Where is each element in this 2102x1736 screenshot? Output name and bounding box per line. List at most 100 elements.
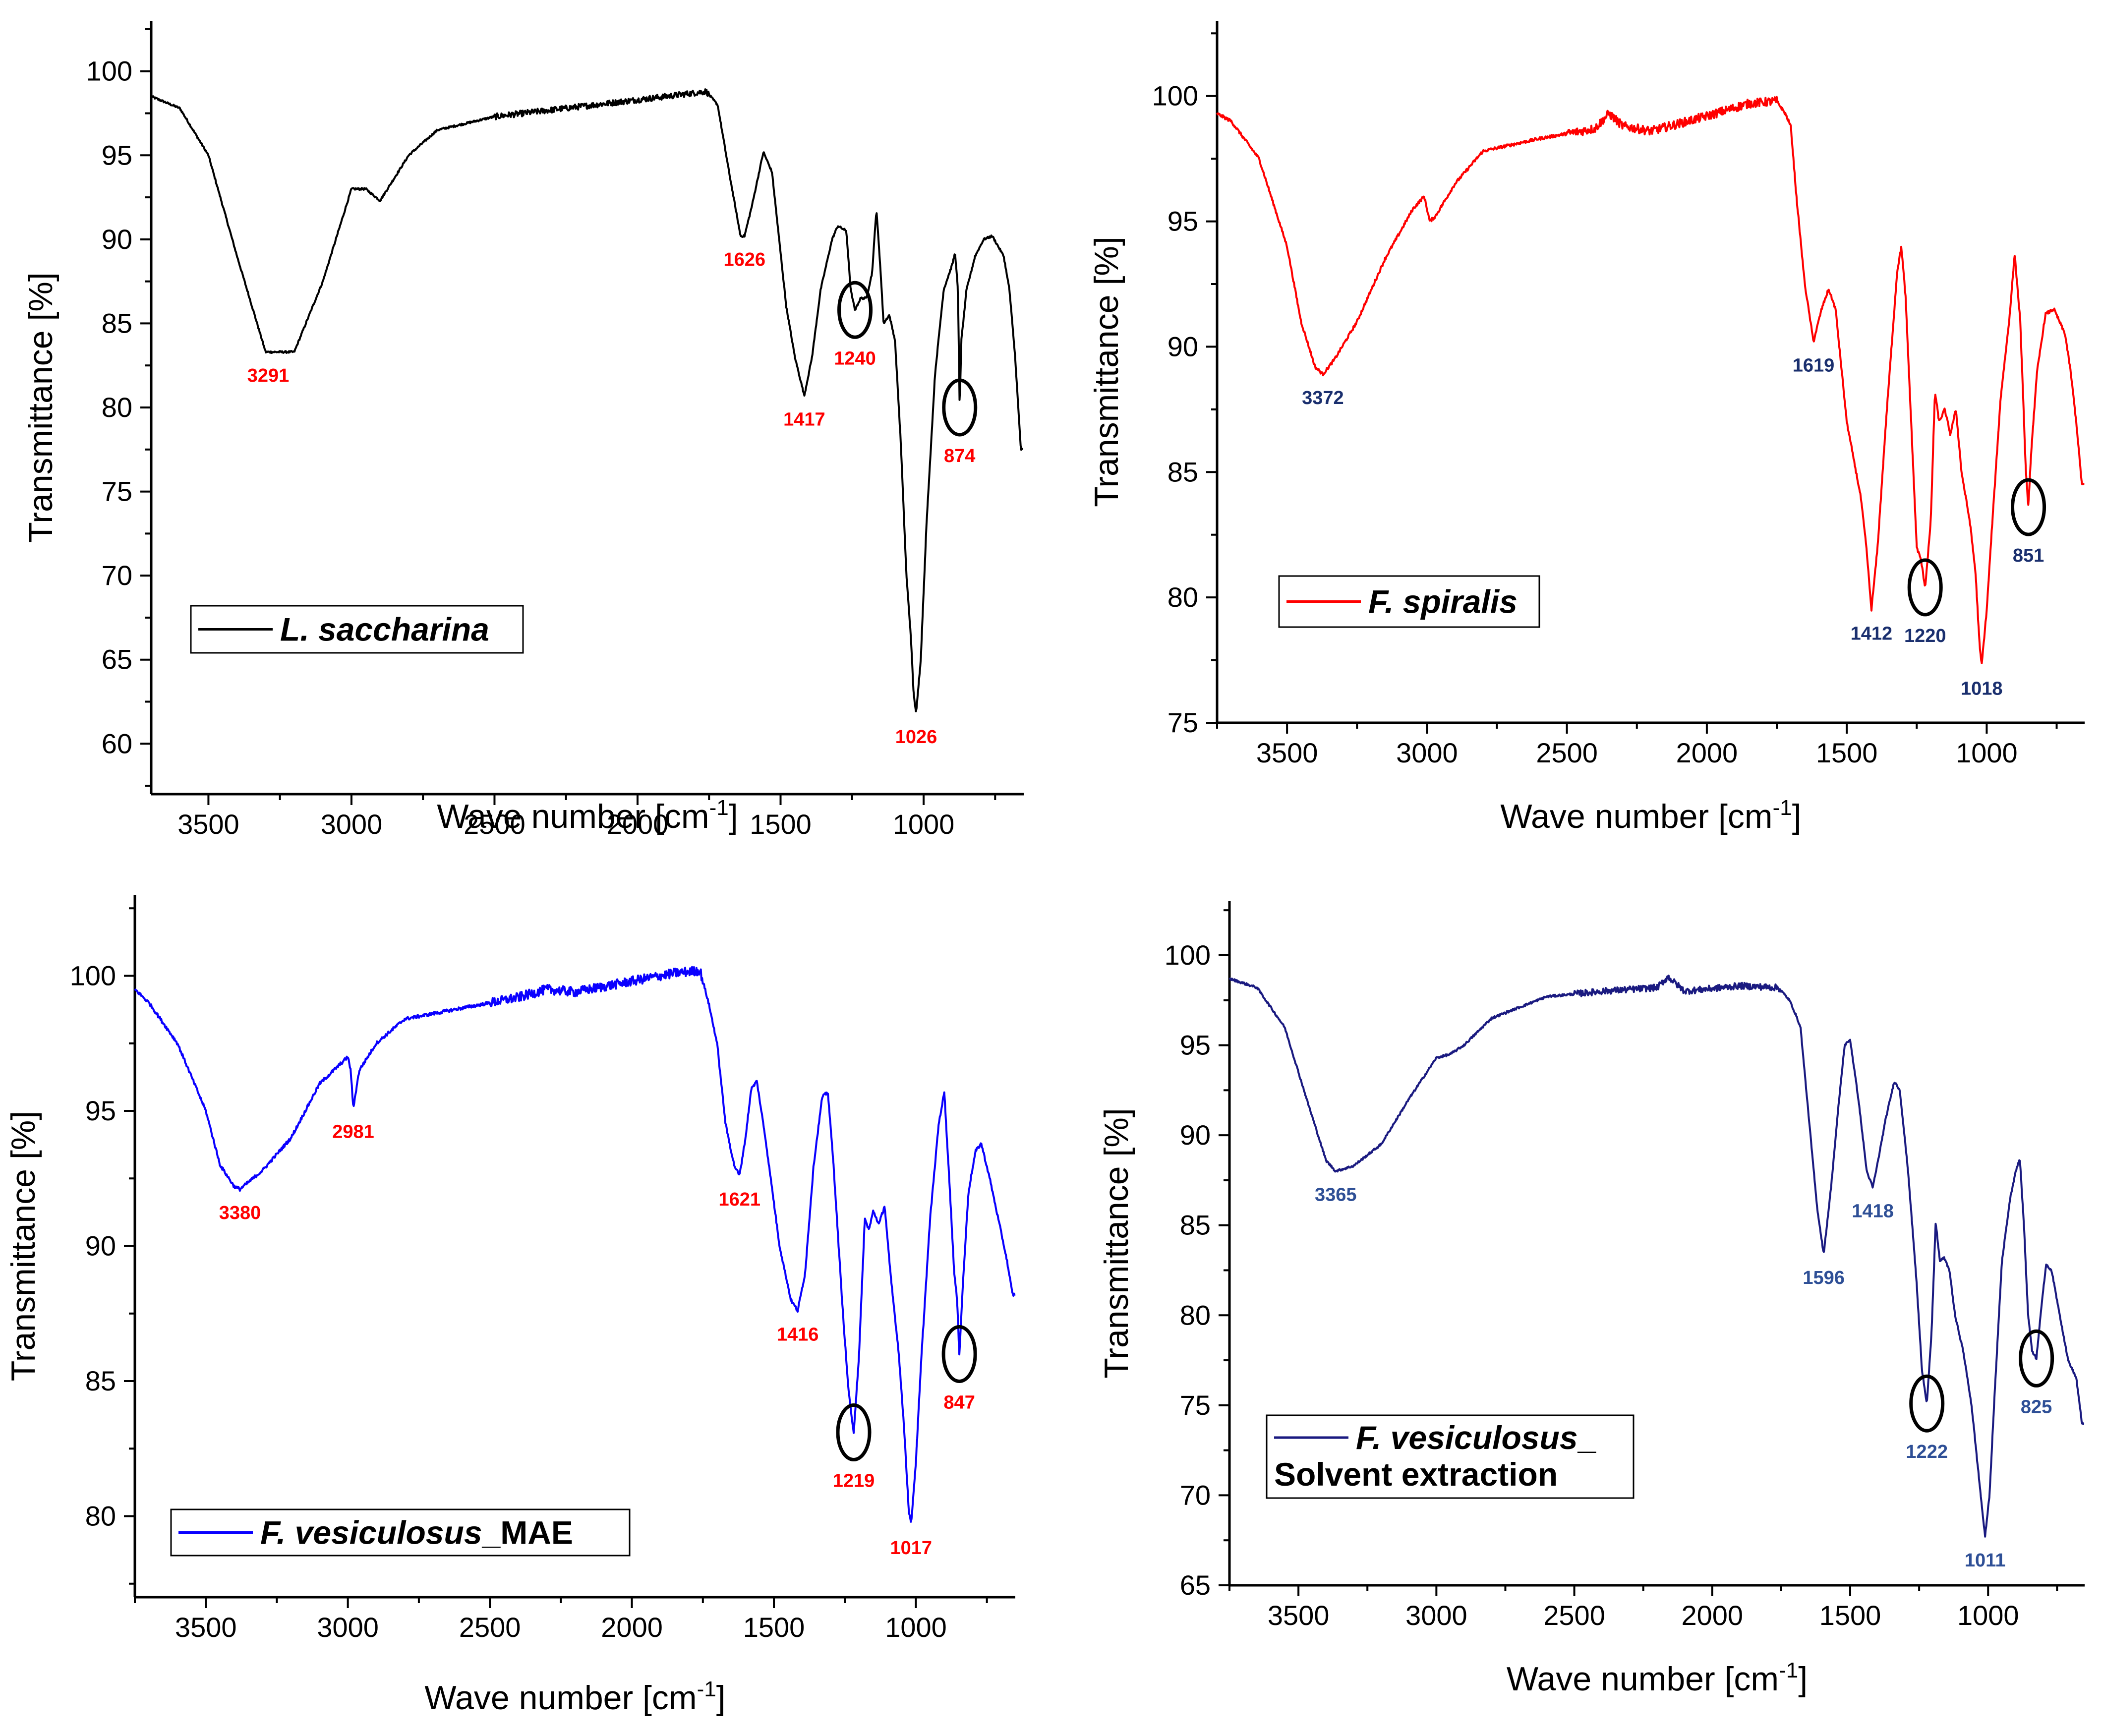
peak-label: 1026 — [895, 727, 937, 748]
peak-label: 1220 — [1904, 626, 1946, 646]
peak-label: 1619 — [1793, 355, 1835, 376]
peak-label: 1418 — [1852, 1201, 1894, 1221]
peak-highlight-circle — [1909, 1374, 1945, 1433]
peak-label: 3291 — [247, 365, 290, 386]
peak-label: 1017 — [890, 1538, 932, 1559]
peak-label: 825 — [2021, 1396, 2052, 1417]
chart-panel-top-right: 3500 3000 2500 2000 1500 1000 75 80 85 90 95 100 Tra… — [1088, 21, 2085, 835]
y-axis-title: Transmittance [%] — [4, 1111, 42, 1381]
y-tick-label: 100 — [70, 960, 116, 991]
spectrum-line — [150, 88, 1024, 712]
legend-label: F. vesiculosus_MAE — [260, 1514, 573, 1551]
y-tick-label: 85 — [102, 307, 132, 339]
y-axis-title: Transmittance [%] — [1098, 1108, 1135, 1378]
peak-highlight-circle — [836, 1403, 872, 1462]
x-tick-label: 2500 — [464, 809, 526, 840]
peak-highlight-circle — [2011, 478, 2046, 536]
x-tick-label: 2000 — [601, 1612, 663, 1643]
x-tick-label: 1000 — [1957, 1600, 2019, 1631]
y-tick-label: 95 — [102, 139, 132, 171]
peak-highlight-circle — [942, 378, 978, 437]
spectrum-line — [1216, 96, 2085, 664]
x-tick-label: 3500 — [177, 809, 239, 840]
x-axis-title: Wave number [cm-1] — [437, 796, 738, 835]
peak-label: 3380 — [219, 1203, 261, 1223]
legend-box — [1266, 1414, 1635, 1499]
peak-label: 1240 — [834, 348, 876, 369]
peak-label: 1011 — [1965, 1550, 2005, 1571]
peak-label: 3372 — [1302, 388, 1344, 408]
y-tick-label: 100 — [1165, 939, 1211, 971]
x-tick-label: 1500 — [1816, 737, 1878, 768]
x-tick-label: 3500 — [1268, 1600, 1330, 1631]
chart-panel-bottom-left: 3500 3000 2500 2000 1500 1000 80 85 90 95 100 Trans… — [4, 895, 1016, 1717]
x-tick-label: 3000 — [317, 1612, 379, 1643]
y-tick-label: 65 — [102, 644, 132, 675]
x-tick-label: 1000 — [885, 1612, 947, 1643]
y-tick-label: 100 — [1152, 80, 1198, 112]
y-tick-label: 85 — [1180, 1210, 1211, 1241]
x-tick-label: 1500 — [743, 1612, 805, 1643]
x-tick-label: 3000 — [1396, 737, 1458, 768]
y-tick-label: 95 — [85, 1095, 116, 1126]
y-tick-label: 95 — [1168, 206, 1198, 237]
x-tick-label: 2000 — [1676, 737, 1738, 768]
y-tick-label: 90 — [85, 1230, 116, 1262]
y-tick-label: 90 — [102, 224, 132, 255]
peak-label: 1626 — [724, 249, 766, 270]
y-tick-label: 90 — [1168, 331, 1198, 362]
peak-label: 1416 — [777, 1324, 819, 1345]
legend: F. vesiculosus_Solvent extraction — [1266, 1414, 1635, 1499]
legend-label-line2: Solvent extraction — [1274, 1456, 1558, 1493]
chart-panel-top-left: 3500 3000 2500 2000 1500 1000 60 65 70 75 80 85 90 95… — [22, 21, 1024, 840]
spectrum-line — [134, 966, 1016, 1523]
x-tick-label: 1000 — [893, 809, 955, 840]
peak-label: 1412 — [1851, 623, 1893, 644]
peak-label: 1417 — [783, 409, 825, 430]
x-tick-label: 3500 — [175, 1612, 237, 1643]
y-tick-label: 80 — [85, 1501, 116, 1532]
x-tick-label: 2000 — [607, 809, 669, 840]
x-tick-label: 1000 — [1956, 737, 2018, 768]
x-tick-label: 2000 — [1682, 1600, 1744, 1631]
legend-label: F. spiralis — [1368, 583, 1518, 620]
peak-highlight-circle — [837, 281, 873, 339]
y-tick-label: 80 — [1168, 581, 1198, 613]
y-tick-label: 85 — [1168, 456, 1198, 487]
legend-label: F. vesiculosus_ — [1356, 1419, 1597, 1456]
x-tick-label: 1500 — [1819, 1600, 1881, 1631]
x-tick-label: 2500 — [1536, 737, 1598, 768]
y-tick-label: 75 — [1180, 1389, 1211, 1421]
peak-highlight-circle — [2019, 1329, 2054, 1388]
y-tick-label: 75 — [102, 476, 132, 507]
x-tick-label: 1500 — [750, 809, 812, 840]
x-tick-label: 2500 — [459, 1612, 521, 1643]
x-tick-label: 2500 — [1543, 1600, 1605, 1631]
peak-label: 851 — [2013, 545, 2044, 566]
y-tick-label: 70 — [1180, 1479, 1211, 1510]
peak-label: 1596 — [1803, 1268, 1845, 1288]
y-axis-title: Transmittance [%] — [22, 272, 59, 542]
peak-label: 1621 — [718, 1189, 760, 1210]
y-tick-label: 85 — [85, 1365, 116, 1396]
spectrum-line — [1228, 975, 2085, 1538]
legend-label: L. saccharina — [280, 611, 489, 648]
peak-highlight-circle — [941, 1325, 977, 1383]
peak-label: 3365 — [1315, 1185, 1357, 1206]
legend: F. spiralis — [1278, 575, 1540, 628]
peak-label: 2981 — [332, 1122, 374, 1143]
legend: L. saccharina — [190, 605, 524, 654]
x-axis-title: Wave number [cm-1] — [1500, 796, 1801, 835]
peak-label: 874 — [944, 446, 975, 466]
x-tick-label: 3000 — [321, 809, 383, 840]
y-tick-label: 60 — [102, 728, 132, 759]
y-tick-label: 65 — [1180, 1569, 1211, 1601]
x-tick-label: 3500 — [1256, 737, 1318, 768]
y-tick-label: 75 — [1168, 707, 1198, 738]
y-tick-label: 80 — [102, 392, 132, 423]
y-tick-label: 80 — [1180, 1299, 1211, 1331]
chart-panel-bottom-right: 3500 3000 2500 2000 1500 1000 65 70 75 80 85 90 95 10… — [1098, 901, 2085, 1698]
y-tick-label: 100 — [86, 56, 132, 87]
legend: F. vesiculosus_MAE — [170, 1508, 631, 1557]
